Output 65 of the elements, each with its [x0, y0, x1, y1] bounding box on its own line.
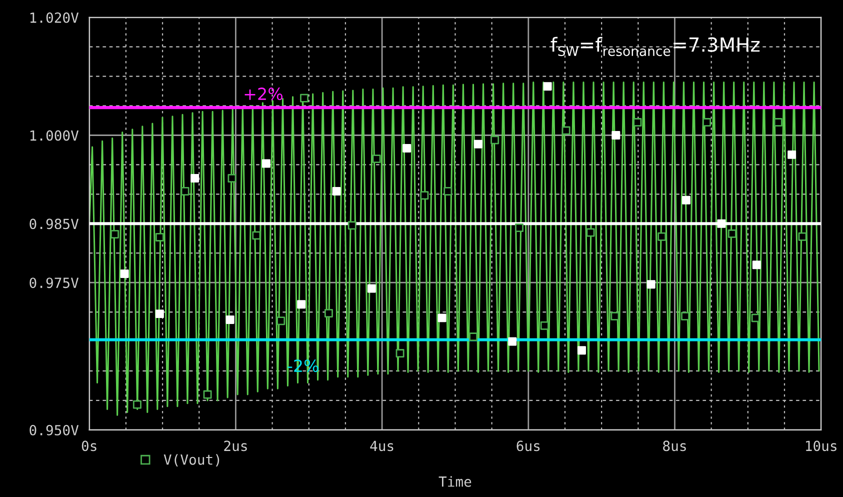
point	[228, 174, 236, 183]
point	[120, 270, 129, 278]
point	[367, 284, 376, 293]
point	[438, 314, 446, 322]
point	[203, 390, 212, 399]
point	[774, 118, 782, 127]
point	[297, 300, 306, 309]
line-series	[89, 81, 820, 416]
point	[515, 224, 524, 232]
point	[474, 140, 482, 148]
point	[469, 332, 478, 342]
point	[402, 144, 412, 152]
point	[226, 315, 234, 324]
legend-label: V(Vout)	[164, 454, 220, 466]
point	[646, 280, 656, 289]
point	[132, 400, 142, 409]
annotation: +2%	[244, 88, 283, 100]
point	[262, 159, 270, 168]
point	[682, 196, 690, 204]
point	[300, 94, 308, 102]
point	[543, 82, 552, 91]
point	[276, 316, 286, 326]
point	[332, 187, 341, 196]
point	[180, 187, 190, 196]
point	[612, 131, 620, 140]
x-tick-label: 4us	[370, 440, 394, 452]
point	[752, 260, 761, 270]
point	[728, 229, 736, 238]
point	[562, 126, 570, 135]
x-tick-label: 2us	[224, 440, 247, 452]
point	[508, 337, 517, 346]
x-tick-label: 8us	[663, 440, 686, 452]
point	[155, 232, 164, 242]
point	[610, 312, 620, 320]
x-tick-label: 6us	[516, 440, 540, 452]
y-tick-label: 1.020V	[30, 12, 79, 23]
x-axis-title: Time	[438, 476, 472, 487]
point	[155, 310, 164, 318]
x-tick-label: 10us	[806, 440, 836, 452]
point	[252, 231, 261, 240]
point	[420, 191, 429, 200]
point	[788, 150, 796, 159]
point	[396, 349, 404, 358]
point	[372, 154, 381, 164]
point	[798, 232, 807, 241]
point	[681, 312, 690, 320]
y-tick-label: 0.950V	[30, 424, 79, 436]
point	[717, 219, 726, 228]
point	[190, 174, 200, 183]
point	[348, 221, 356, 230]
point	[444, 187, 452, 196]
x-tick-label: 0s	[82, 440, 96, 452]
point	[578, 346, 586, 355]
point	[658, 232, 666, 241]
y-tick-label: 0.975V	[30, 278, 79, 288]
y-tick-label: 0.985V	[30, 218, 79, 230]
point	[540, 321, 549, 330]
point	[586, 228, 595, 237]
point	[702, 118, 712, 127]
point	[324, 308, 333, 318]
y-tick-label: 1.000V	[30, 130, 79, 141]
point	[490, 136, 500, 144]
point	[751, 314, 760, 322]
point	[110, 230, 119, 238]
point	[633, 118, 642, 127]
